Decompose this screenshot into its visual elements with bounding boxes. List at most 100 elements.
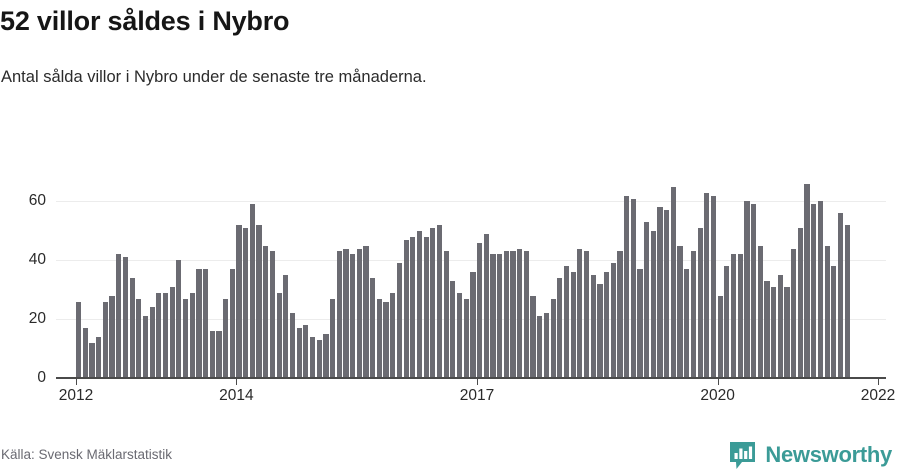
x-axis-tick — [477, 378, 478, 385]
bar — [523, 251, 529, 378]
bar — [543, 313, 550, 378]
bar — [670, 186, 677, 378]
bar — [403, 239, 409, 378]
bar — [176, 260, 182, 378]
bar — [844, 224, 850, 378]
bar — [817, 201, 824, 378]
x-axis-tick-label: 2020 — [700, 387, 735, 404]
bar — [263, 245, 269, 378]
bar — [76, 301, 82, 378]
bar — [557, 277, 563, 378]
bar — [343, 248, 349, 378]
bar — [450, 280, 456, 378]
bar — [142, 316, 149, 378]
bar — [797, 227, 803, 378]
bar — [710, 195, 717, 378]
bar — [603, 272, 610, 378]
bar — [537, 316, 543, 378]
bar — [356, 248, 362, 378]
bar — [82, 327, 88, 378]
bar — [510, 251, 516, 378]
bar — [223, 298, 229, 378]
x-axis-tick-label: 2022 — [860, 387, 896, 404]
bar — [336, 251, 342, 378]
bar — [316, 339, 322, 378]
bar — [289, 313, 296, 378]
bar — [363, 245, 369, 378]
bar — [791, 248, 797, 378]
bar-chart: 0 20 40 60 2012 2014 2017 2020 2022 — [0, 140, 900, 420]
bar — [303, 325, 309, 378]
bar — [550, 298, 556, 378]
bar — [350, 254, 356, 378]
bar — [577, 248, 583, 378]
bar — [156, 292, 162, 378]
bar — [276, 292, 282, 378]
y-axis-tick-label: 0 — [37, 369, 46, 386]
bar — [597, 283, 603, 378]
bar — [664, 210, 670, 378]
bar — [751, 204, 757, 378]
bar — [824, 245, 830, 378]
bar — [610, 263, 616, 378]
bar — [704, 192, 710, 378]
y-axis-tick-label: 40 — [28, 251, 46, 269]
bar — [256, 224, 262, 378]
y-axis-tick-label: 20 — [28, 310, 46, 328]
x-axis-tick — [76, 378, 78, 385]
bar-series — [56, 172, 886, 378]
bar — [89, 342, 95, 378]
x-axis-tick-label: 2017 — [459, 387, 495, 404]
bar — [129, 277, 135, 378]
bar — [136, 298, 142, 378]
bar — [463, 298, 469, 378]
bar — [169, 286, 175, 378]
bar — [777, 275, 783, 378]
bar — [644, 222, 650, 378]
bar — [102, 301, 108, 378]
bar — [196, 269, 202, 378]
bar — [456, 292, 463, 378]
bar — [837, 213, 844, 378]
bar — [109, 295, 115, 378]
bar — [490, 254, 496, 378]
bar — [690, 251, 697, 378]
bar — [764, 280, 770, 378]
x-axis-tick-label: 2014 — [219, 387, 254, 404]
bar — [771, 286, 777, 378]
bar — [657, 207, 663, 378]
bar — [744, 201, 750, 378]
bar — [637, 269, 643, 378]
x-axis-line — [56, 377, 886, 379]
bar — [477, 242, 483, 378]
bar — [570, 272, 576, 378]
bar — [216, 330, 222, 378]
page-title: 52 villor såldes i Nybro — [0, 6, 290, 36]
newsworthy-logo[interactable]: Newsworthy — [729, 440, 892, 470]
bar — [249, 204, 255, 378]
bar — [517, 248, 523, 378]
x-axis-tick — [717, 378, 719, 385]
x-axis: 2012 2014 2017 2020 2022 — [56, 378, 895, 408]
bar — [96, 336, 102, 378]
bar — [376, 298, 382, 378]
x-axis-tick-label: 2012 — [58, 387, 94, 404]
bar — [436, 224, 443, 378]
bar — [724, 266, 730, 378]
bar — [283, 275, 289, 378]
x-axis-tick — [877, 378, 879, 385]
bar — [189, 292, 195, 378]
bar — [410, 236, 416, 378]
bar — [370, 277, 376, 378]
gridline — [56, 201, 886, 203]
bar — [697, 227, 703, 378]
bar — [309, 336, 316, 378]
bar — [269, 251, 276, 378]
bar — [122, 257, 129, 378]
bar — [296, 327, 302, 378]
bar — [590, 275, 596, 378]
bar — [717, 295, 723, 378]
bar — [583, 251, 590, 378]
bar — [390, 292, 396, 378]
